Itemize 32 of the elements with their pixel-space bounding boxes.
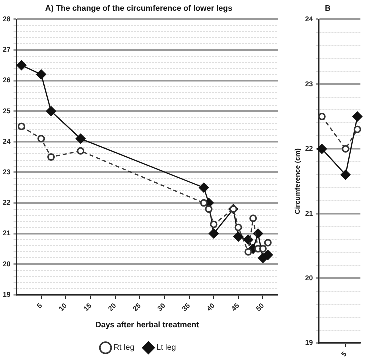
point <box>317 144 328 154</box>
x-axis-title: Days after herbal treatment <box>96 320 200 330</box>
point <box>205 206 213 214</box>
point <box>243 234 254 245</box>
point <box>263 250 274 260</box>
point <box>36 70 46 80</box>
point <box>244 248 252 256</box>
point <box>234 232 244 242</box>
chart-title: A) The change of the circumference of lower legs <box>45 4 234 14</box>
point <box>210 220 218 228</box>
point <box>199 182 210 193</box>
point <box>16 60 27 70</box>
point <box>76 134 86 144</box>
point <box>38 135 46 143</box>
point <box>46 106 56 116</box>
point <box>264 239 272 247</box>
point <box>208 228 219 239</box>
point <box>354 126 362 134</box>
point <box>259 245 267 253</box>
point <box>234 224 242 232</box>
point <box>250 214 258 222</box>
point <box>342 145 350 153</box>
chart-title: B <box>325 4 332 14</box>
point <box>340 170 351 180</box>
point <box>18 122 26 130</box>
point <box>200 199 208 207</box>
point <box>352 112 363 122</box>
legend-label: Rt leg <box>114 343 135 352</box>
legend-label: Lt leg <box>156 343 176 352</box>
point <box>318 112 326 120</box>
point <box>48 154 56 162</box>
point <box>77 147 85 155</box>
